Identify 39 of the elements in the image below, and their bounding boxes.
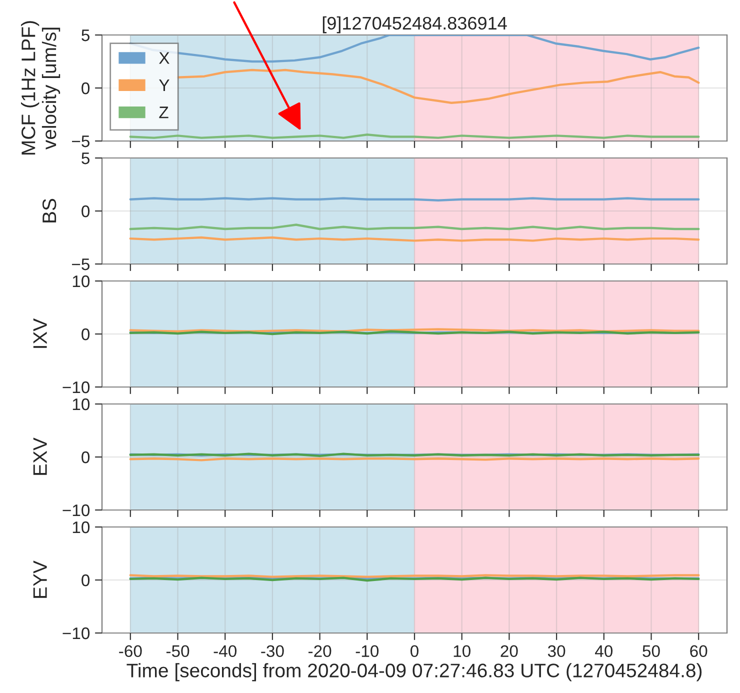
- x-tick-label: -60: [119, 645, 142, 658]
- y-axis-title: IXV: [33, 318, 47, 348]
- y-tick-label: 0: [82, 451, 90, 464]
- line-series: [176, 68, 700, 104]
- x-axis-title: Time [seconds] from 2020-04-09 07:27:46.83 UTC (1270452484.8): [126, 663, 702, 682]
- x-tick-label: 60: [690, 645, 708, 658]
- y-tick-label: 10: [72, 521, 90, 534]
- y-tick-label: −10: [62, 381, 90, 394]
- x-tick-label: -20: [308, 645, 332, 658]
- y-tick-label: 0: [82, 205, 90, 218]
- y-tick-label: 10: [72, 398, 90, 410]
- y-tick-label: 0: [82, 328, 90, 340]
- y-tick-label: 10: [72, 275, 90, 288]
- x-tick-label: 10: [454, 645, 470, 658]
- legend-label: Y: [159, 79, 170, 91]
- x-tick-label: -10: [356, 645, 379, 658]
- y-tick-label: 5: [82, 30, 90, 42]
- legend-label: Z: [159, 106, 168, 118]
- y-tick-label: −5: [72, 136, 90, 148]
- y-axis-title: EYV: [33, 560, 47, 598]
- legend-label: X: [159, 52, 170, 64]
- x-tick-label: 50: [642, 645, 660, 658]
- y-axis-title: EXV: [33, 438, 47, 475]
- y-tick-label: 0: [82, 574, 90, 586]
- x-tick-label: -50: [166, 645, 190, 658]
- x-tick-label: 30: [548, 645, 566, 658]
- x-tick-label: 20: [500, 645, 518, 658]
- y-axis-title: BS: [42, 198, 56, 222]
- y-tick-label: −5: [72, 258, 90, 270]
- y-tick-label: −10: [62, 504, 90, 516]
- y-tick-label: 5: [82, 152, 90, 164]
- x-tick-label: 40: [595, 645, 613, 658]
- y-tick-label: −10: [62, 627, 90, 640]
- x-tick-label: -30: [261, 645, 284, 658]
- y-axis-title: MCF (1Hz LPF) velocity [um/s]: [21, 21, 60, 154]
- chart-title: [9]1270452484.836914: [322, 16, 507, 34]
- x-tick-label: 0: [410, 645, 418, 658]
- x-tick-label: -40: [214, 645, 236, 658]
- y-tick-label: 0: [82, 82, 90, 94]
